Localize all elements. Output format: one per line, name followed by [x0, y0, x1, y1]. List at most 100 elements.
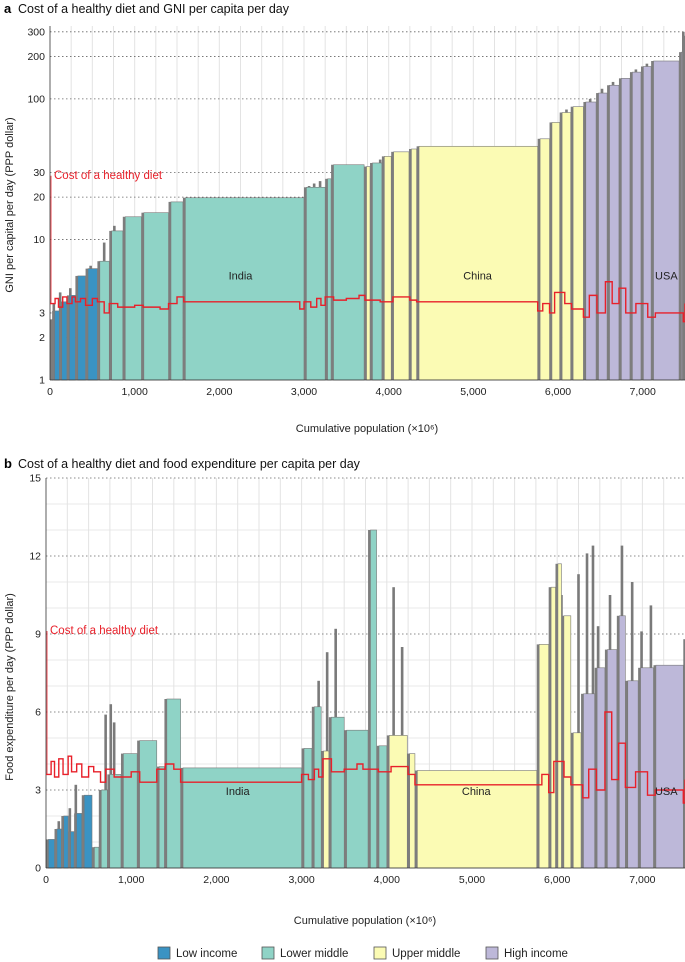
panel-b-bar-12: [166, 698, 181, 869]
panel-b-bar-11: [158, 766, 165, 869]
panel-a-y-tick-20: 20: [33, 192, 45, 204]
panel-a-bar-27: [609, 84, 620, 381]
panel-a-bar-14: [333, 164, 365, 381]
panel-a-bar-group-5: [85, 268, 98, 381]
panel-a-bar-group-31: [651, 60, 680, 381]
panel-b-bar-group-36: [683, 639, 685, 868]
panel-b-bar-group-32: [616, 615, 626, 869]
panel-b-bar-group-18: [344, 729, 369, 869]
panel-b-bar-edge-13: [180, 767, 184, 868]
panel-b-bar-edge-17: [328, 717, 332, 868]
legend: Low income Lower middle Upper middle Hig…: [157, 946, 568, 960]
panel-b-bar-group-10: [137, 740, 158, 869]
panel-b-x-tick-0: 0: [43, 874, 49, 886]
panel-b-bar-17: [330, 716, 345, 869]
panel-a-bar-group-11: [182, 197, 305, 381]
panel-b-x-tick-6000: 6,000: [544, 874, 570, 886]
panel-a-bar-11: [185, 197, 305, 381]
panel-b-diet-label: Cost of a healthy diet: [50, 625, 159, 637]
panel-b-bar-14: [303, 748, 313, 869]
panel-a-bar-group-3: [66, 295, 76, 381]
panel-a-bar-group-10: [168, 201, 184, 381]
panel-a-bar-group-17: [381, 156, 392, 381]
panel-b-bar-edge-25: [548, 587, 552, 868]
panel-a-bar-group-20: [416, 145, 538, 381]
panel-a-bar-edge-33: [682, 36, 685, 380]
panel-a-bar-21: [539, 138, 550, 381]
panel-a-bar-group-15: [364, 166, 371, 381]
panel-b-bar-3: [70, 831, 75, 869]
panel-b-bar-4: [76, 813, 83, 869]
panel-a-bar-8: [124, 216, 142, 381]
panel-a-bar-edge-8: [122, 216, 126, 380]
panel-a-y-tick-3: 3: [39, 307, 45, 319]
panel-b-spike-15: [577, 574, 580, 868]
panel-b-bar-group-34: [638, 667, 654, 869]
panel-a-bar-5: [87, 268, 98, 381]
panel-b-bar-edge-8: [107, 774, 110, 868]
panel-b-bar-27: [563, 615, 572, 869]
panel-b-bar-23: [417, 770, 538, 869]
panel-b-bar-edge-23: [414, 770, 418, 868]
panel-a-bar-group-8: [122, 216, 142, 381]
panel-a-bar-22: [551, 122, 560, 381]
panel-b-bar-edge-18: [344, 730, 347, 868]
panel-a-bar-26: [598, 92, 608, 381]
panel-b-y-tick-12: 12: [29, 551, 41, 563]
panel-b-x-tick-1000: 1,000: [118, 874, 144, 886]
panel-b-bar-28: [572, 732, 582, 869]
panel-a-y-tick-10: 10: [33, 234, 45, 246]
panel-a-x-axis-title: Cumulative population (×10⁶): [296, 423, 438, 435]
panel-b-bar-group-0: [46, 839, 55, 869]
panel-a-y-tick-2: 2: [39, 332, 45, 344]
panel-b-bar-33: [627, 680, 639, 869]
panel-b-bar-20: [378, 745, 388, 869]
panel-b-x-axis-title: Cumulative population (×10⁶): [294, 915, 436, 927]
panel-b-annotation-india: India: [226, 786, 251, 798]
panel-b-spike-12: [392, 587, 395, 868]
panel-a-bar-edge-23: [559, 112, 563, 381]
panel-b-bar-group-30: [594, 667, 606, 869]
panel-b-bar-15: [313, 706, 322, 869]
panel-b-bar-group-4: [74, 813, 83, 869]
legend-label-upper-middle: Upper middle: [392, 948, 460, 960]
panel-b-bar-group-12: [164, 698, 181, 869]
panel-b-bar-edge-20: [376, 745, 379, 868]
panel-a-x-tick-4000: 4,000: [376, 386, 402, 398]
panel-a-bar-edge-3: [66, 295, 70, 380]
legend-swatch-upper-middle: [373, 946, 387, 960]
panel-b-x-tick-5000: 5,000: [459, 874, 485, 886]
panel-b-x-tick-3000: 3,000: [288, 874, 314, 886]
panel-a-bar-group-19: [408, 148, 417, 381]
panel-a-bar-edge-24: [570, 106, 574, 380]
panel-a-bar-group-13: [325, 178, 332, 381]
panel-b-x-tick-4000: 4,000: [374, 874, 400, 886]
panel-a-bar-edge-17: [381, 156, 385, 380]
panel-b-bar-edge-6: [92, 847, 95, 868]
panel-a-bar-edge-2: [59, 301, 62, 380]
panel-b-bar-group-17: [328, 716, 345, 869]
panel-b-letter: b: [4, 456, 12, 471]
panel-a-bar-19: [411, 148, 417, 381]
panel-a-bar-2: [61, 301, 68, 381]
panel-b-bar-group-27: [561, 615, 572, 869]
panel-b-bar-group-2: [61, 815, 69, 869]
panel-b-bar-group-25: [548, 586, 556, 869]
panel-a-bar-edge-12: [304, 187, 307, 380]
panel-b-bar-group-31: [604, 649, 618, 869]
legend-label-high: High income: [504, 948, 568, 960]
panel-a-bar-group-25: [583, 101, 597, 381]
panel-b-bar-34: [640, 667, 654, 869]
panel-a-x-tick-7000: 7,000: [630, 386, 656, 398]
panel-b-bar-35: [655, 664, 684, 869]
panel-a-bar-group-18: [391, 151, 410, 381]
panel-b-bar-group-15: [311, 706, 322, 869]
legend-label-lower-middle: Lower middle: [280, 948, 348, 960]
panel-a-bar-edge-29: [629, 72, 633, 380]
panel-a-bar-edge-1: [52, 310, 55, 380]
panel-a-y-tick-1: 1: [39, 375, 45, 387]
panel-a-diet-cost-line: [50, 281, 685, 323]
panel-b-bar-edge-4: [74, 813, 77, 868]
panel-b-bar-group-9: [120, 753, 138, 869]
